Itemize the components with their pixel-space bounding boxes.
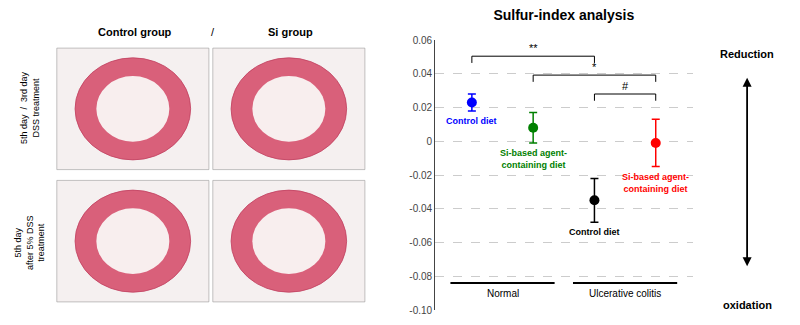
svg-text:-0.02: -0.02 [409,170,432,181]
svg-text:5th day / 3rd dayDSS treatme: 5th day / 3rd dayDSS treatment [19,71,41,144]
svg-text:Control diet: Control diet [569,227,620,237]
svg-text:0: 0 [427,136,433,147]
svg-text:/: / [211,26,215,38]
svg-text:oxidation: oxidation [723,299,772,311]
svg-text:**: ** [529,42,538,54]
svg-text:*: * [592,61,597,73]
svg-text:-0.08: -0.08 [409,271,432,282]
svg-text:Si-based agent-containing diet: Si-based agent-containing diet [500,148,567,170]
svg-text:5th dayafter 5% DSStreatment: 5th dayafter 5% DSStreatment [13,215,46,270]
svg-text:Sulfur-index analysis: Sulfur-index analysis [493,7,634,23]
svg-text:Reduction: Reduction [720,48,774,60]
svg-text:-0.06: -0.06 [409,237,432,248]
svg-text:Control diet: Control diet [446,116,497,126]
svg-text:#: # [622,80,629,92]
svg-text:-0.04: -0.04 [409,203,432,214]
svg-text:0.06: 0.06 [413,35,433,46]
svg-text:Si group: Si group [268,26,313,38]
svg-text:Si-based agent-containing diet: Si-based agent-containing diet [622,172,689,194]
svg-text:0.04: 0.04 [413,68,433,79]
svg-text:-0.10: -0.10 [409,305,432,316]
svg-text:0.02: 0.02 [413,102,433,113]
svg-text:Control group: Control group [98,26,172,38]
svg-text:Normal: Normal [487,288,519,299]
svg-text:Ulcerative colitis: Ulcerative colitis [589,288,661,299]
